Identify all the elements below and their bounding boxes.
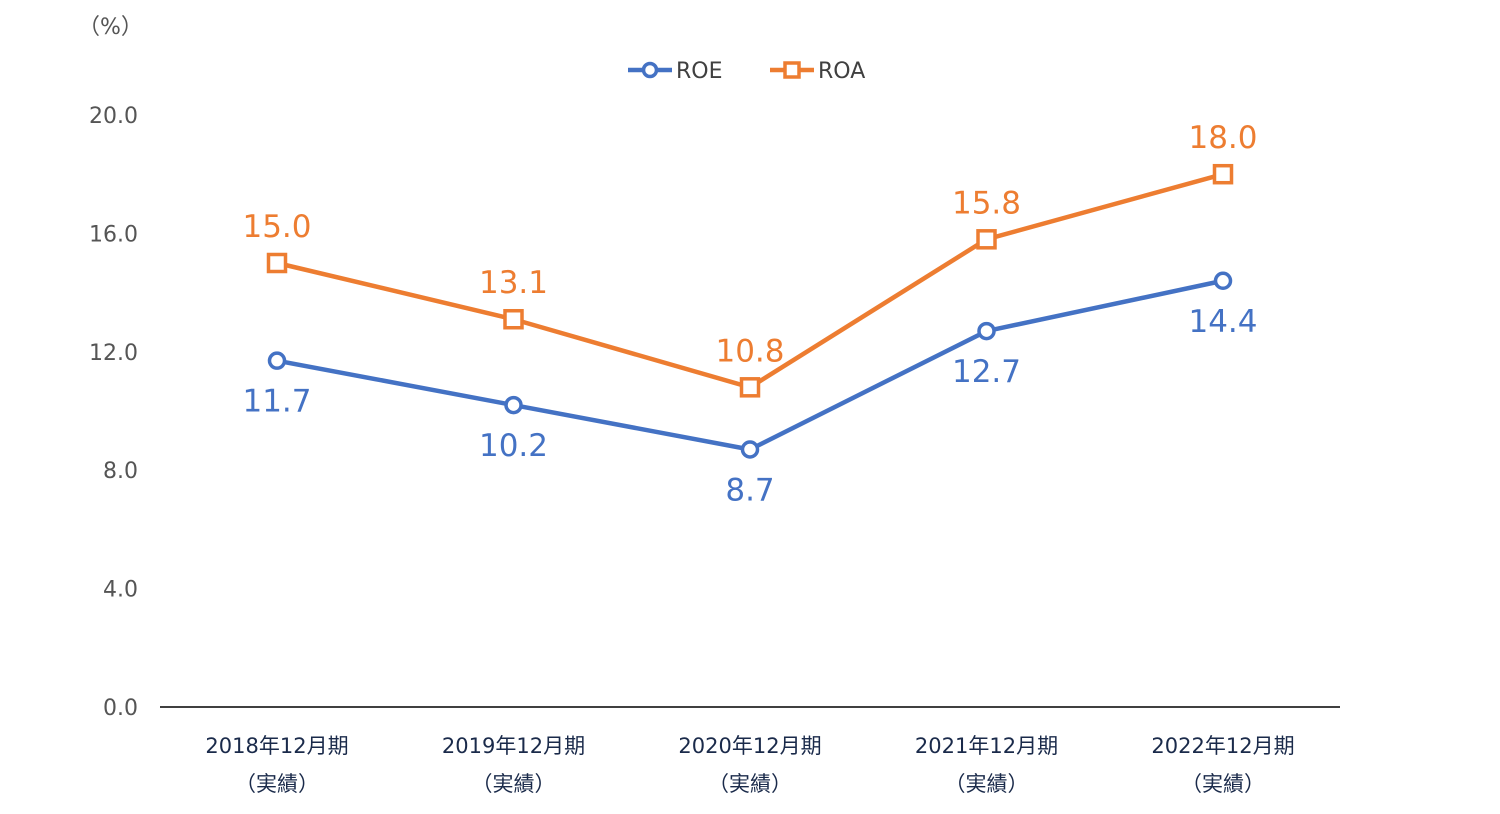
x-tick-label: 2021年12月期 <box>915 734 1058 758</box>
x-axis: 2018年12月期 （実績） 2019年12月期 （実績） 2020年12月期 （実績） 2… <box>205 734 1294 796</box>
data-point-roe <box>740 440 760 459</box>
data-label-roe: 10.2 <box>479 428 548 464</box>
x-tick-label: （実績） <box>472 772 556 796</box>
y-tick-label: 12.0 <box>89 341 138 366</box>
x-tick-label: （実績） <box>708 772 792 796</box>
y-tick-label: 20.0 <box>89 104 138 129</box>
data-point-roa <box>266 252 288 274</box>
data-point-roe <box>267 351 287 370</box>
data-point-roa <box>1212 163 1234 185</box>
series-layer <box>266 163 1234 459</box>
data-point-roa <box>503 308 524 330</box>
data-label-roa: 15.0 <box>242 209 311 245</box>
data-point-roe <box>1213 271 1233 291</box>
data-label-roa: 18.0 <box>1188 120 1257 156</box>
data-label-roe: 12.7 <box>952 354 1021 390</box>
data-label-roa: 10.8 <box>715 333 784 369</box>
legend-label-roa: ROA <box>818 59 865 84</box>
y-tick-label: 8.0 <box>103 459 138 484</box>
data-label-roa: 13.1 <box>479 265 548 301</box>
y-unit-label: （%） <box>78 15 143 40</box>
data-point-roe <box>504 395 523 415</box>
x-tick-label: （実績） <box>1181 772 1265 796</box>
y-axis: 0.0 4.0 8.0 12.0 16.0 20.0 <box>89 104 138 721</box>
y-tick-label: 0.0 <box>103 696 138 721</box>
data-point-roe <box>977 321 996 341</box>
x-tick-label: 2019年12月期 <box>442 734 585 758</box>
data-label-roe: 8.7 <box>725 472 774 508</box>
legend-label-roe: ROE <box>676 59 723 84</box>
y-tick-label: 4.0 <box>103 578 138 603</box>
data-label-roe: 11.7 <box>242 384 311 420</box>
data-point-roa <box>739 377 761 398</box>
legend: ROE ROA <box>628 59 865 84</box>
x-tick-label: 2018年12月期 <box>205 734 348 758</box>
x-tick-label: 2022年12月期 <box>1151 734 1294 758</box>
x-tick-label: （実績） <box>945 772 1029 796</box>
data-labels: 11.7 10.2 8.7 12.7 14.4 15.0 13.1 10.8 15.8 18.0 <box>242 120 1257 508</box>
data-label-roe: 14.4 <box>1188 304 1257 340</box>
legend-marker-roa <box>783 61 801 79</box>
legend-marker-roe <box>641 61 659 79</box>
x-tick-label: （実績） <box>235 772 319 796</box>
data-point-roa <box>976 229 997 250</box>
data-label-roa: 15.8 <box>952 185 1021 221</box>
y-tick-label: 16.0 <box>89 222 138 247</box>
x-tick-label: 2020年12月期 <box>678 734 821 758</box>
